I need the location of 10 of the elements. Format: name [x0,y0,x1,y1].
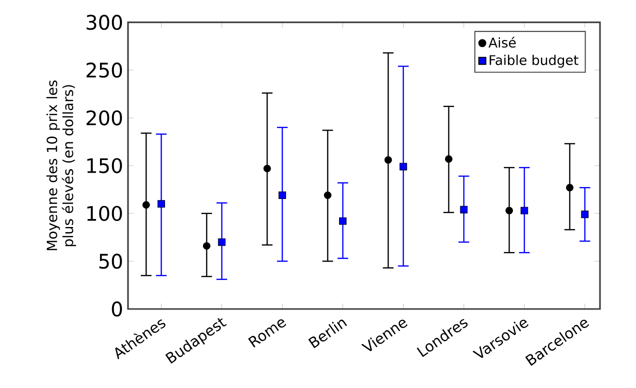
y-tick-label: 300 [86,14,122,30]
y-tick-label: 50 [99,254,122,269]
legend-label: Faible budget [490,54,578,68]
y-tick-label: 200 [86,110,122,126]
y-tick-label: 250 [86,62,122,78]
legend-label: Aisé [488,36,516,48]
y-tick-label: 0 [112,301,122,317]
y-tick-label: 150 [87,158,122,174]
y-tick-label: 100 [87,206,122,222]
y-axis-title: Moyenne des 10 prix les plus élevés (en dollars) [46,80,76,250]
